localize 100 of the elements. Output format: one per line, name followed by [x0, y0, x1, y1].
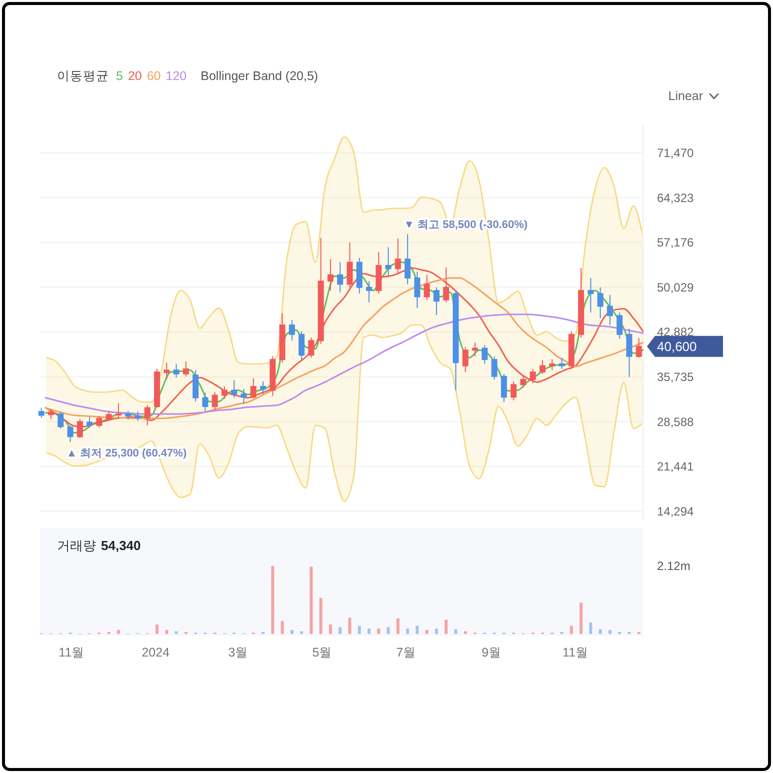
- candlestick: [414, 271, 420, 309]
- bar: [290, 630, 294, 634]
- candlestick: [597, 286, 604, 319]
- candlestick: [260, 380, 266, 394]
- text: 2.12m: [657, 559, 690, 574]
- candlestick: [482, 344, 488, 364]
- candlestick: [346, 242, 353, 288]
- candlestick: [240, 388, 247, 405]
- bar: [165, 630, 168, 634]
- candlestick: [231, 380, 238, 398]
- candlestick: [472, 342, 478, 357]
- candlestick: [510, 380, 517, 401]
- text: Linear: [668, 89, 703, 103]
- bar: [280, 621, 284, 634]
- line-series: [44, 314, 644, 415]
- bar: [377, 628, 380, 634]
- candlestick: [270, 356, 276, 396]
- candlestick: [568, 330, 574, 370]
- text: 120: [166, 69, 187, 83]
- candlestick: [337, 262, 344, 293]
- bar: [598, 629, 602, 634]
- bar: [328, 624, 332, 634]
- candlestick: [606, 294, 613, 326]
- bar: [300, 631, 304, 634]
- chart-subtitle: 54,340: [101, 538, 141, 553]
- bar: [608, 630, 612, 634]
- candlestick: [58, 411, 64, 429]
- candlestick: [578, 267, 584, 338]
- candlestick: [404, 234, 411, 285]
- y-tick-label: 35,735: [657, 370, 694, 384]
- legend-title: 이동평균: [57, 69, 109, 83]
- candlestick: [385, 246, 392, 276]
- candlestick: [154, 368, 160, 408]
- candlestick: [616, 312, 623, 340]
- candlestick: [500, 373, 507, 403]
- candlestick: [520, 376, 526, 388]
- bar: [425, 630, 428, 634]
- candlestick: [318, 237, 324, 344]
- bar: [174, 631, 178, 634]
- candlestick: [636, 338, 642, 358]
- candlestick: [202, 392, 208, 412]
- candlestick: [394, 238, 401, 274]
- bar: [434, 628, 438, 634]
- candlestick: [144, 404, 150, 426]
- candlestick: [540, 360, 546, 374]
- candlestick: [192, 370, 199, 402]
- candlestick: [491, 356, 498, 380]
- x-tick-label: 9월: [482, 645, 502, 660]
- candlestick: [125, 410, 132, 420]
- candlestick: [452, 290, 459, 391]
- y-tick-label: 42,882: [657, 325, 694, 340]
- bar: [271, 566, 274, 634]
- bar: [116, 630, 120, 634]
- x-tick-label: 11월: [562, 645, 589, 660]
- bar: [570, 626, 573, 634]
- candlestick: [530, 368, 536, 384]
- candlestick: [134, 411, 141, 422]
- text: Bollinger Band (20,5): [200, 69, 318, 83]
- bar: [589, 622, 592, 634]
- text: 60: [146, 69, 161, 83]
- bar: [319, 598, 322, 634]
- bar: [358, 626, 361, 634]
- bar: [348, 618, 352, 634]
- text: 40,600: [657, 338, 697, 354]
- text: 5: [116, 69, 123, 83]
- x-tick-label: 11월: [58, 645, 85, 660]
- candlestick: [164, 362, 170, 380]
- bar: [580, 602, 583, 634]
- bar: [368, 628, 371, 634]
- y-tick-label: 28,588: [657, 414, 694, 429]
- bar: [338, 627, 342, 634]
- candlestick: [96, 415, 102, 428]
- y-tick-label: 71,470: [657, 146, 694, 160]
- candlestick: [250, 378, 256, 399]
- bar: [464, 631, 467, 634]
- candlestick: [48, 408, 54, 420]
- candlestick: [433, 286, 440, 316]
- candlestick: [279, 312, 286, 364]
- bar: [386, 627, 390, 634]
- candlestick: [212, 392, 218, 411]
- candlestick: [558, 357, 565, 370]
- x-tick-label: 2024: [142, 645, 170, 660]
- text: 20: [128, 69, 142, 83]
- chart-title: 거래량: [57, 538, 96, 553]
- y-tick-label: 64,323: [657, 190, 694, 205]
- candlestick: [356, 257, 362, 294]
- x-tick-label: 5월: [312, 645, 332, 660]
- candlestick: [462, 346, 468, 373]
- bar: [406, 628, 410, 634]
- candlestick: [327, 258, 334, 292]
- bar: [396, 618, 400, 634]
- candlestick: [86, 416, 93, 428]
- bar: [416, 626, 419, 634]
- candlestick: [76, 418, 83, 438]
- candlestick: [115, 402, 122, 420]
- y-tick-label: 21,441: [657, 460, 694, 474]
- candlestick: [221, 386, 228, 400]
- x-tick-label: 3월: [228, 645, 248, 660]
- candlestick: [549, 358, 556, 371]
- candlestick: [67, 424, 74, 443]
